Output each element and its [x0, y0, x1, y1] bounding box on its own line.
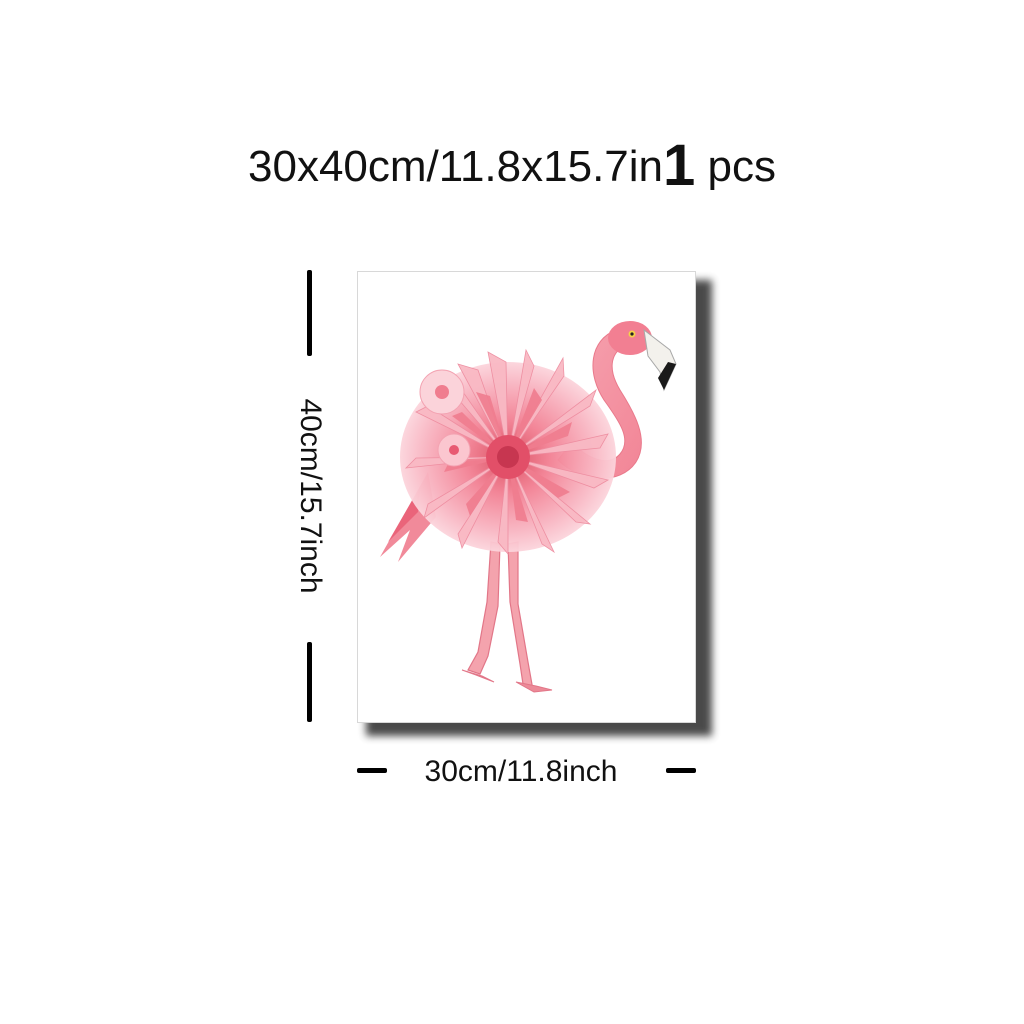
width-bar-left [357, 768, 387, 773]
right-leg [507, 541, 534, 692]
height-label-text: 40cm/15.7inch [294, 398, 327, 594]
width-bar-right [666, 768, 696, 773]
size-text: 30x40cm/11.8x15.7in [248, 142, 664, 191]
left-leg [467, 541, 501, 675]
quantity-number: 1 [663, 133, 696, 198]
canvas-print [357, 271, 696, 723]
height-bar-top [307, 270, 312, 356]
height-bar-bottom [307, 642, 312, 722]
head [608, 321, 652, 355]
quantity-unit: pcs [707, 142, 776, 191]
width-dimension-label: 30cm/11.8inch [424, 755, 618, 788]
flamingo-icon [380, 321, 677, 693]
size-title: 30x40cm/11.8x15.7in1 pcs [0, 137, 1024, 195]
